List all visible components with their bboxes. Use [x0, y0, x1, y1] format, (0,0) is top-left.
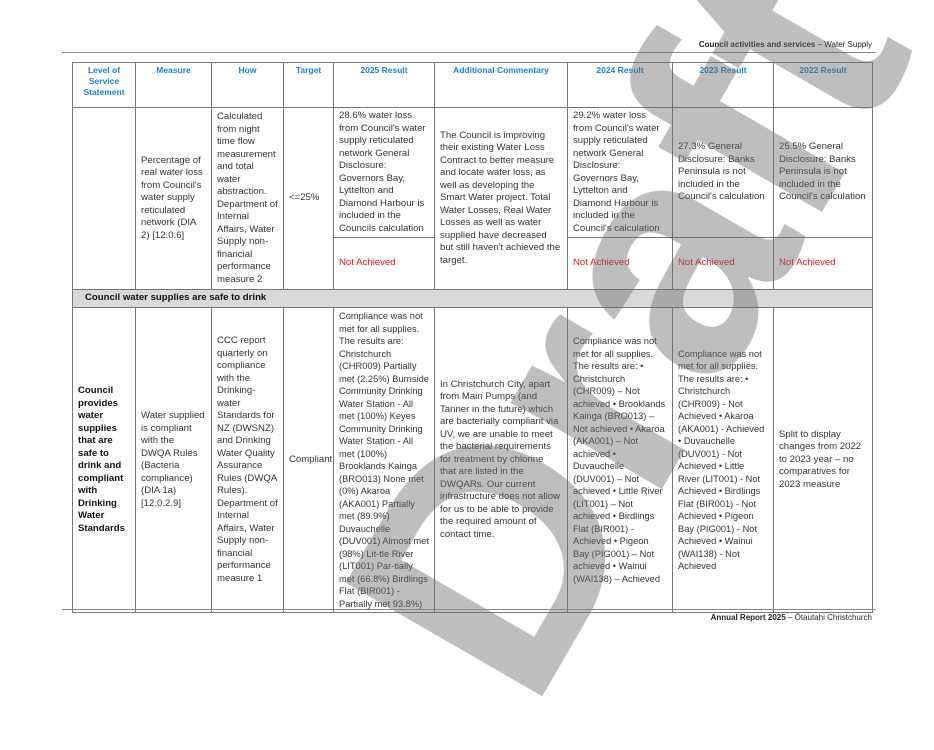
col-header: Additional Commentary — [434, 62, 568, 108]
status-2025: Not Achieved — [333, 237, 435, 290]
section-title: Council water supplies are safe to drink — [72, 289, 873, 308]
col-header: 2025 Result — [333, 62, 435, 108]
footer-title: Annual Report 2025 — [710, 613, 786, 622]
commentary-cell: The Council is improving their existing … — [434, 107, 568, 290]
page-footer: Annual Report 2025 – Ōtautahi Christchur… — [711, 613, 872, 622]
level-cell: Council provides water supplies that are… — [72, 307, 136, 613]
status-2023: Not Achieved — [672, 237, 774, 290]
table-row: Council provides water supplies that are… — [72, 307, 873, 613]
measure-cell: Percentage of real water loss from Counc… — [135, 107, 212, 290]
how-cell: Calculated from night time flow measurem… — [211, 107, 284, 290]
col-header: Target — [283, 62, 334, 108]
commentary-cell: In Christchurch City, apart from Main Pu… — [434, 307, 568, 613]
col-header: 2024 Result — [567, 62, 673, 108]
col-header: Level of Service Statement — [72, 62, 136, 108]
col-header: 2022 Result — [773, 62, 873, 108]
result-2025-cell: 28.6% water loss from Council's water su… — [333, 107, 435, 238]
result-2023-cell: Compliance was not met for all supplies.… — [672, 307, 774, 613]
section-row: Council water supplies are safe to drink — [72, 289, 873, 308]
status-2022: Not Achieved — [773, 237, 873, 290]
target-cell: <=25% — [283, 107, 334, 290]
result-2023-cell: 27.3% General Disclosure: Banks Peninsul… — [672, 107, 774, 238]
col-header: Measure — [135, 62, 212, 108]
target-cell: Compliant — [283, 307, 334, 613]
how-cell: CCC report quarterly on compliance with … — [211, 307, 284, 613]
measure-cell: Water supplied is compliant with the DWQ… — [135, 307, 212, 613]
footer-subtitle: – Ōtautahi Christchurch — [787, 613, 872, 622]
result-2022-cell: 25.5% General Disclosure: Banks Peninsul… — [773, 107, 873, 238]
status-2024: Not Achieved — [567, 237, 673, 290]
performance-table: Level of Service Statement Measure How T… — [72, 62, 873, 613]
header-subsection: – Water Supply — [817, 40, 872, 49]
header-divider — [62, 52, 876, 53]
result-2022-cell: Split to display changes from 2022 to 20… — [773, 307, 873, 613]
col-header: 2023 Result — [672, 62, 774, 108]
col-header: How — [211, 62, 284, 108]
page-header: Council activities and services – Water … — [699, 40, 872, 49]
header-section: Council activities and services — [698, 40, 816, 49]
result-2024-cell: Compliance was not met for all supplies.… — [567, 307, 673, 613]
table-header-row: Level of Service Statement Measure How T… — [72, 62, 873, 108]
result-2024-cell: 29.2% water loss from Council's water su… — [567, 107, 673, 238]
level-cell — [72, 107, 136, 290]
table-row: Percentage of real water loss from Counc… — [72, 107, 873, 290]
status-row: Not Achieved Not Achieved Not Achieved N… — [73, 237, 873, 290]
result-2025-cell: Compliance was not met for all supplies.… — [333, 307, 435, 613]
footer-divider — [62, 609, 876, 610]
